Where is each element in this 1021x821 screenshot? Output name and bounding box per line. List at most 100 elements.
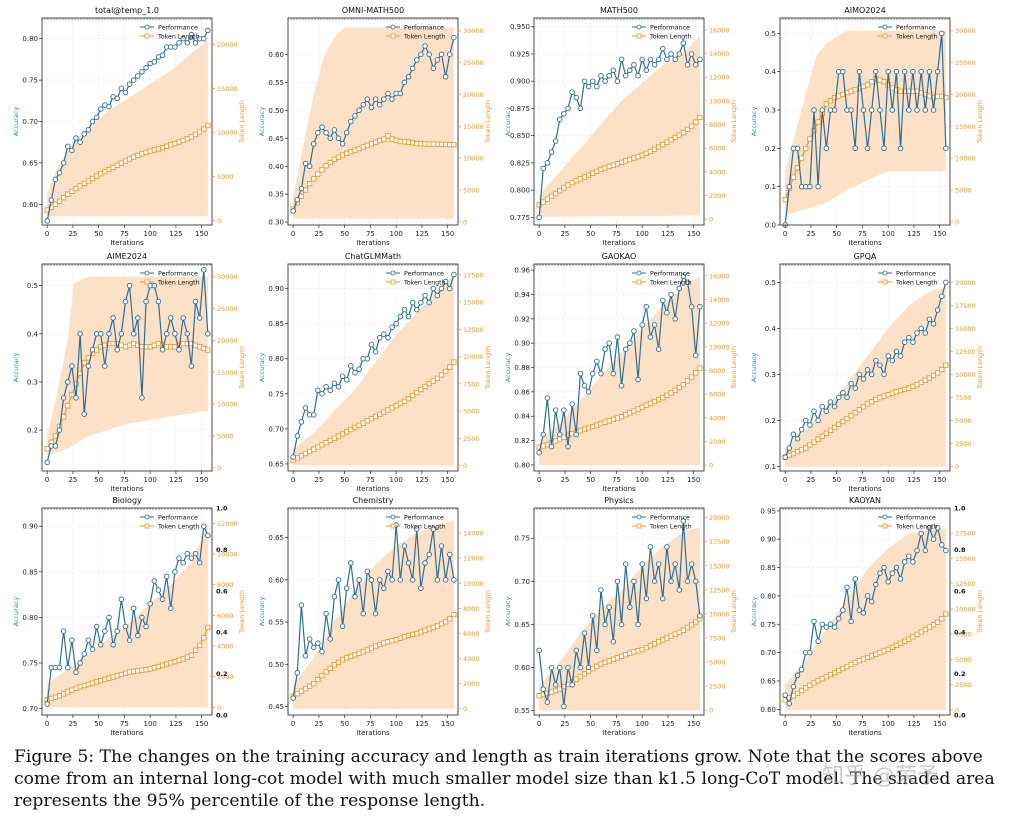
token-length-point [381, 136, 387, 142]
y2-tick-label: 5000 [463, 186, 480, 194]
percentile-band [293, 27, 454, 219]
performance-point [372, 610, 379, 617]
y2-tick-label: 15000 [955, 325, 976, 333]
y-axis-label: Accuracy [258, 353, 266, 383]
performance-series [292, 524, 455, 699]
performance-point [598, 370, 604, 377]
token-length-point [573, 676, 579, 682]
token-length-point [323, 669, 329, 675]
y2-tick-label: 4000 [463, 655, 480, 663]
y2-tick-label: 6000 [709, 145, 726, 153]
performance-point [368, 104, 375, 111]
performance-point [835, 394, 842, 401]
performance-point [930, 536, 937, 542]
performance-point [352, 113, 358, 119]
performance-point [835, 615, 842, 622]
performance-point [643, 303, 650, 310]
y2-tick-label: 15000 [955, 123, 976, 131]
x-tick-label: 50 [586, 476, 595, 484]
x-tick-label: 50 [832, 720, 841, 728]
performance-point [782, 454, 788, 460]
token-length-point [807, 442, 813, 448]
y2-tick-label: 25000 [955, 59, 976, 67]
performance-point [589, 78, 596, 84]
performance-point [893, 68, 900, 75]
performance-point [614, 78, 621, 84]
performance-point [565, 664, 571, 671]
token-length-point [693, 119, 699, 125]
y-tick-label: 0.55 [268, 79, 284, 87]
token-length-point [447, 364, 453, 370]
performance-point [598, 72, 604, 79]
performance-point [655, 346, 662, 352]
y-tick-label: 0.50 [268, 661, 284, 669]
performance-point [848, 380, 854, 387]
y-axis-label: Accuracy [504, 353, 512, 383]
performance-point [451, 34, 457, 41]
performance-point [610, 638, 617, 645]
performance-point [627, 340, 633, 346]
chart-title: AIMO2024 [844, 6, 885, 15]
performance-point [85, 637, 92, 643]
y-tick-label: 0.70 [268, 425, 284, 433]
y2-tick-label: 6000 [709, 391, 726, 399]
performance-point [569, 401, 575, 407]
performance-point [44, 459, 50, 466]
y-tick-label: 0.86 [514, 388, 530, 396]
performance-point [447, 285, 453, 292]
performance-point [172, 44, 178, 50]
performance-point [331, 380, 338, 387]
y2-tick-label: 30000 [463, 27, 484, 35]
token-length-point [298, 193, 305, 199]
performance-point [922, 547, 929, 554]
x-tick-label: 75 [366, 476, 375, 484]
y2-tick-label: 12500 [955, 580, 976, 588]
percentile-band [539, 527, 700, 711]
x-tick-label: 125 [415, 720, 428, 728]
performance-point [585, 389, 592, 395]
percentile-band [47, 276, 208, 456]
chart-title: MATH500 [600, 6, 638, 15]
token-length-point [852, 410, 858, 416]
x-tick-label: 75 [120, 230, 129, 238]
performance-point [77, 139, 83, 145]
performance-point [794, 145, 801, 152]
legend-token-label: Token Length [649, 34, 692, 41]
legend-performance-label: Performance [650, 271, 690, 278]
x-tick-label: 25 [806, 230, 815, 238]
performance-point [573, 431, 579, 438]
performance-point [844, 584, 850, 591]
x-tick-label: 0 [291, 230, 295, 238]
y2-tick-label: 10000 [955, 605, 976, 613]
performance-point [65, 379, 71, 385]
legend-token-label: Token Length [403, 280, 446, 287]
performance-point [205, 27, 211, 34]
performance-point [130, 605, 137, 612]
performance-point [93, 114, 100, 121]
performance-point [163, 331, 170, 337]
percentile-band [47, 40, 208, 217]
y2-tick-label: 10000 [955, 371, 976, 379]
performance-point [577, 664, 584, 671]
performance-point [803, 417, 809, 424]
y2-tick-label: 2000 [709, 192, 726, 200]
performance-point [660, 45, 666, 52]
x-tick-label: 100 [389, 230, 402, 238]
x-tick-label: 100 [635, 476, 648, 484]
y2-tick-label: 4000 [709, 414, 726, 422]
performance-point [873, 357, 879, 364]
performance-point [302, 160, 309, 167]
y-tick-label: 0.4 [27, 330, 39, 338]
percentile-band [785, 528, 946, 710]
performance-point [85, 363, 92, 369]
performance-point [930, 107, 937, 113]
performance-point [434, 292, 441, 299]
token-length-point [939, 616, 945, 622]
performance-point [934, 68, 941, 75]
token-length-point [688, 622, 695, 628]
token-length-point [688, 374, 695, 380]
y2-tick-label: 10000 [217, 401, 238, 409]
performance-point [811, 408, 817, 414]
performance-point [159, 596, 166, 602]
y2-tick-label: 7500 [955, 394, 972, 402]
